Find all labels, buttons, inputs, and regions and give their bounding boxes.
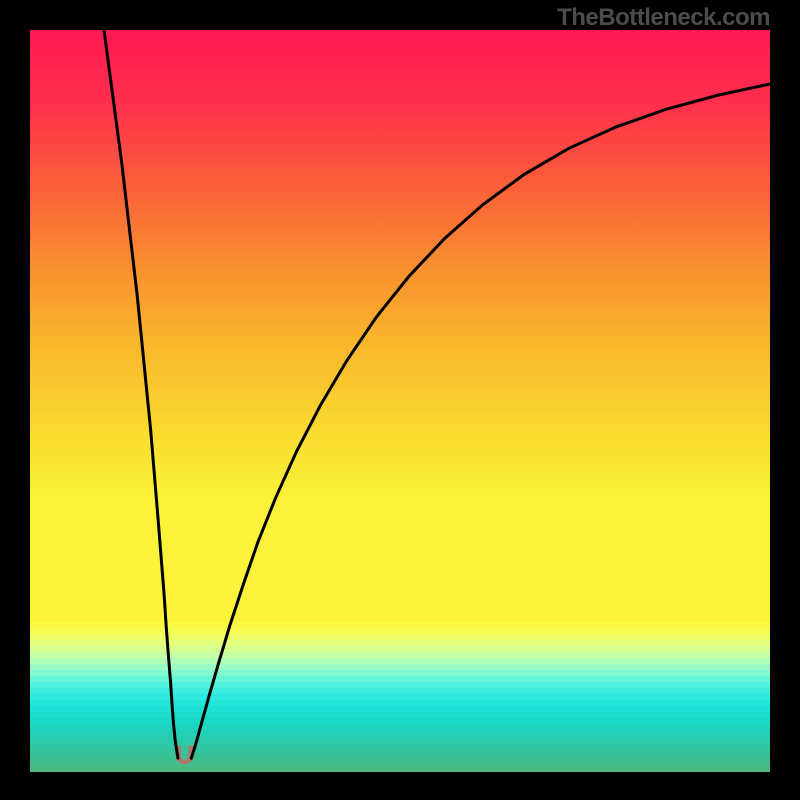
chart-frame: TheBottleneck.com bbox=[0, 0, 800, 800]
gradient-band bbox=[30, 766, 770, 772]
background-gradient bbox=[30, 30, 770, 622]
watermark-text: TheBottleneck.com bbox=[557, 4, 770, 32]
plot-area bbox=[30, 30, 770, 770]
